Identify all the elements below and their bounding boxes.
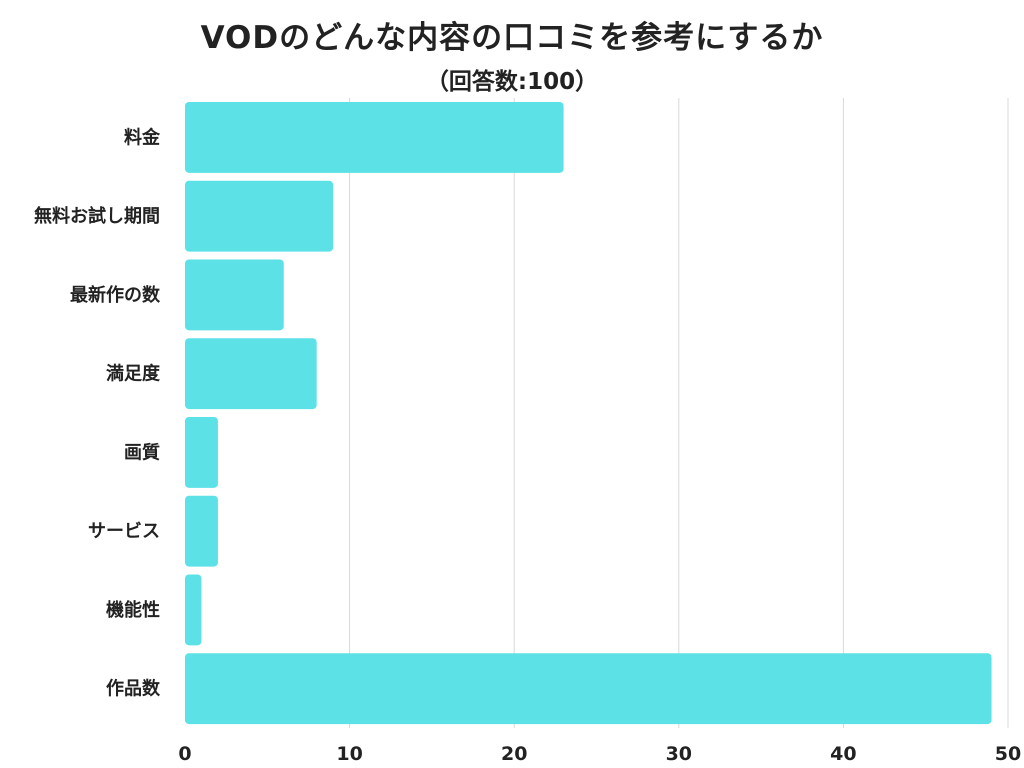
chart-subtitle: （回答数:100） bbox=[425, 69, 599, 95]
bar bbox=[185, 180, 334, 252]
x-tick-label: 50 bbox=[995, 743, 1021, 765]
category-label: 作品数 bbox=[106, 678, 161, 700]
x-tick-label: 40 bbox=[830, 743, 856, 765]
x-tick-label: 0 bbox=[178, 743, 191, 765]
bar bbox=[185, 338, 317, 410]
bar bbox=[185, 574, 202, 646]
x-tick-label: 30 bbox=[666, 743, 692, 765]
category-label: 画質 bbox=[124, 441, 160, 463]
x-tick-labels: 0 10 20 30 40 50 bbox=[178, 743, 1021, 765]
bars bbox=[185, 101, 992, 725]
bar bbox=[185, 416, 218, 488]
category-label: サービス bbox=[88, 521, 160, 542]
x-tick-label: 10 bbox=[336, 743, 362, 765]
category-label: 最新作の数 bbox=[70, 284, 161, 306]
category-label: 満足度 bbox=[106, 363, 161, 385]
bar bbox=[185, 653, 992, 725]
category-label: 無料お試し期間 bbox=[34, 205, 160, 227]
bar bbox=[185, 259, 284, 331]
category-label: 料金 bbox=[124, 126, 161, 148]
grid-lines bbox=[349, 98, 1009, 728]
bar bbox=[185, 101, 564, 173]
x-tick-label: 20 bbox=[501, 743, 527, 765]
category-label: 機能性 bbox=[106, 599, 160, 621]
bar bbox=[185, 495, 218, 567]
chart-title: VODのどんな内容の口コミを参考にするか bbox=[200, 20, 824, 56]
